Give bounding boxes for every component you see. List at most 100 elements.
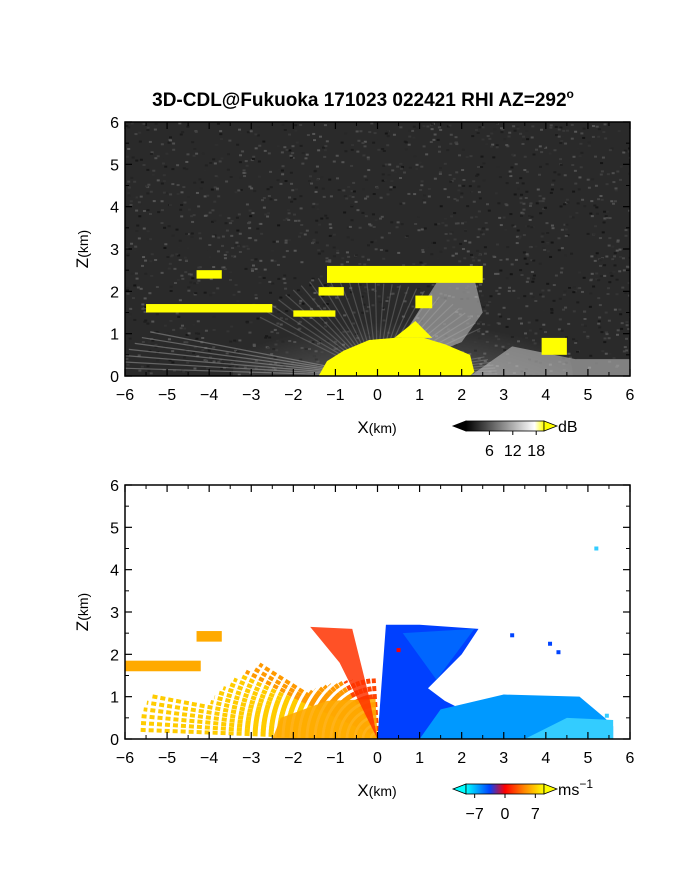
snr-noise-speck xyxy=(509,175,513,178)
snr-noise-speck xyxy=(128,337,132,340)
snr-noise-speck xyxy=(597,128,601,131)
snr-noise-speck xyxy=(538,165,542,168)
snr-noise-speck xyxy=(323,149,327,152)
snr-noise-speck xyxy=(526,254,530,257)
snr-noise-speck xyxy=(483,252,487,255)
snr-noise-speck xyxy=(316,241,320,244)
snr-noise-speck xyxy=(625,265,629,268)
snr-noise-speck xyxy=(477,259,481,262)
snr-noise-speck xyxy=(283,129,287,132)
snr-noise-speck xyxy=(248,331,252,334)
snr-noise-speck xyxy=(160,156,164,159)
snr-noise-speck xyxy=(298,302,302,305)
snr-noise-speck xyxy=(628,147,630,150)
snr-noise-speck xyxy=(617,130,621,133)
snr-noise-speck xyxy=(149,238,153,241)
snr-noise-speck xyxy=(130,122,134,125)
snr-noise-speck xyxy=(619,178,623,181)
snr-noise-speck xyxy=(205,359,209,362)
snr-noise-speck xyxy=(540,235,544,238)
snr-noise-speck xyxy=(181,277,185,280)
snr-noise-speck xyxy=(598,316,602,319)
snr-noise-speck xyxy=(262,206,266,209)
snr-noise-speck xyxy=(317,249,321,252)
snr-noise-speck xyxy=(239,188,243,191)
snr-noise-speck xyxy=(185,334,189,337)
snr-noise-speck xyxy=(203,195,207,198)
snr-noise-speck xyxy=(621,257,625,260)
snr-noise-speck xyxy=(461,247,465,250)
snr-noise-speck xyxy=(576,287,580,290)
snr-noise-speck xyxy=(572,338,576,341)
snr-noise-speck xyxy=(593,259,597,262)
snr-noise-speck xyxy=(153,128,157,131)
snr-noise-speck xyxy=(195,282,199,285)
snr-noise-speck xyxy=(270,259,274,262)
snr-noise-speck xyxy=(568,286,572,289)
snr-noise-speck xyxy=(527,215,531,218)
snr-noise-speck xyxy=(458,154,462,157)
snr-noise-speck xyxy=(290,156,294,159)
snr-noise-speck xyxy=(606,287,610,290)
snr-noise-speck xyxy=(557,128,561,131)
snr-noise-speck xyxy=(520,214,524,217)
snr-noise-speck xyxy=(539,293,543,296)
snr-noise-speck xyxy=(578,176,582,179)
snr-noise-speck xyxy=(192,352,196,355)
snr-noise-speck xyxy=(356,209,360,212)
snr-noise-speck xyxy=(616,239,620,242)
snr-noise-speck xyxy=(495,144,499,147)
snr-noise-speck xyxy=(624,234,628,237)
snr-noise-speck xyxy=(325,140,329,143)
snr-noise-speck xyxy=(580,132,584,135)
snr-noise-speck xyxy=(477,185,481,188)
snr-noise-speck xyxy=(517,297,521,300)
snr-noise-speck xyxy=(171,234,175,237)
snr-noise-speck xyxy=(365,178,369,181)
snr-noise-speck xyxy=(529,292,533,295)
snr-colorbar-ticks: 6 12 18 xyxy=(485,431,545,460)
snr-noise-speck xyxy=(384,163,388,166)
snr-noise-speck xyxy=(344,150,348,153)
snr-noise-speck xyxy=(130,272,134,275)
snr-noise-speck xyxy=(312,132,316,135)
snr-noise-speck xyxy=(374,219,378,222)
snr-noise-speck xyxy=(301,162,305,165)
snr-noise-speck xyxy=(336,251,340,254)
snr-noise-speck xyxy=(129,200,133,203)
snr-noise-speck xyxy=(162,191,166,194)
snr-noise-speck xyxy=(599,275,603,278)
snr-noise-speck xyxy=(287,209,291,212)
snr-noise-speck xyxy=(149,260,153,263)
snr-feature-3 xyxy=(196,270,222,279)
snr-noise-speck xyxy=(589,354,593,357)
snr-noise-speck xyxy=(191,141,195,144)
snr-noise-speck xyxy=(154,157,158,160)
snr-noise-speck xyxy=(347,255,351,258)
snr-noise-speck xyxy=(263,268,267,271)
snr-noise-speck xyxy=(247,222,251,225)
snr-noise-speck xyxy=(465,156,469,159)
snr-noise-speck xyxy=(212,360,216,363)
snr-noise-speck xyxy=(324,214,328,217)
snr-noise-speck xyxy=(521,142,525,145)
snr-noise-speck xyxy=(328,259,332,262)
snr-noise-speck xyxy=(574,342,578,345)
snr-noise-speck xyxy=(591,178,595,181)
snr-noise-speck xyxy=(173,282,177,285)
snr-noise-speck xyxy=(343,195,347,198)
snr-noise-speck xyxy=(322,195,326,198)
snr-noise-speck xyxy=(210,220,214,223)
snr-noise-speck xyxy=(423,262,427,265)
snr-noise-speck xyxy=(526,302,530,305)
snr-noise-speck xyxy=(530,215,534,218)
snr-noise-speck xyxy=(461,169,465,172)
snr-noise-speck xyxy=(619,165,623,168)
snr-noise-speck xyxy=(532,274,536,277)
snr-noise-speck xyxy=(553,171,557,174)
snr-noise-speck xyxy=(599,259,603,262)
snr-noise-speck xyxy=(250,268,254,271)
snr-noise-speck xyxy=(212,328,216,331)
snr-noise-speck xyxy=(432,138,436,141)
snr-noise-speck xyxy=(519,269,523,272)
